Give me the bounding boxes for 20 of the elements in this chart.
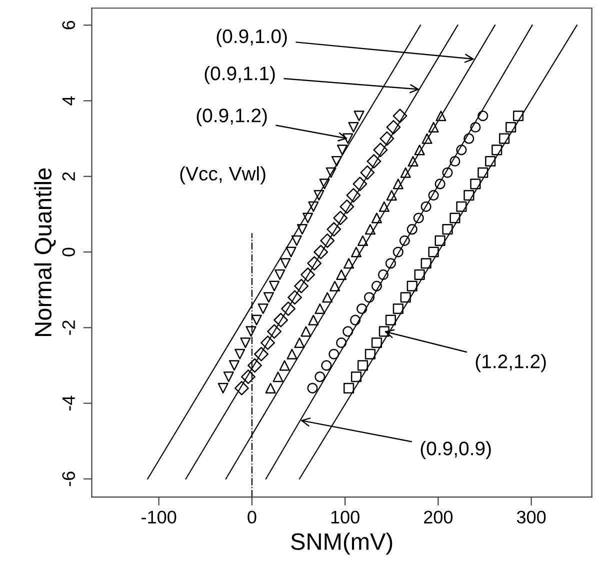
- y-tick-label: 6: [62, 20, 76, 30]
- annotation: (0.9,1.1): [204, 66, 275, 84]
- y-tick-label: 0: [62, 248, 76, 256]
- x-tick-label: -100: [142, 510, 176, 524]
- annotation: (0.9,1.0): [216, 28, 287, 47]
- x-tick-label: 100: [331, 510, 360, 524]
- y-tick-label: -4: [62, 396, 75, 411]
- x-tick-label: 300: [516, 510, 546, 524]
- y-tick-label: -2: [62, 320, 75, 335]
- y-tick-label: -6: [62, 472, 76, 486]
- x-axis-title: SNM(mV): [291, 532, 392, 555]
- x-tick-label: 0: [248, 510, 256, 524]
- y-axis-title: Normal Quantile: [34, 168, 56, 336]
- y-tick-label: 2: [62, 172, 75, 181]
- annotation: (1.2,1.2): [476, 354, 546, 372]
- annotation: (0.9,0.9): [420, 441, 491, 460]
- annotation: (0.9,1.2): [196, 108, 267, 126]
- annotation: (Vcc, Vwl): [180, 166, 266, 184]
- x-tick-label: 200: [424, 510, 453, 524]
- y-tick-label: 4: [62, 96, 75, 106]
